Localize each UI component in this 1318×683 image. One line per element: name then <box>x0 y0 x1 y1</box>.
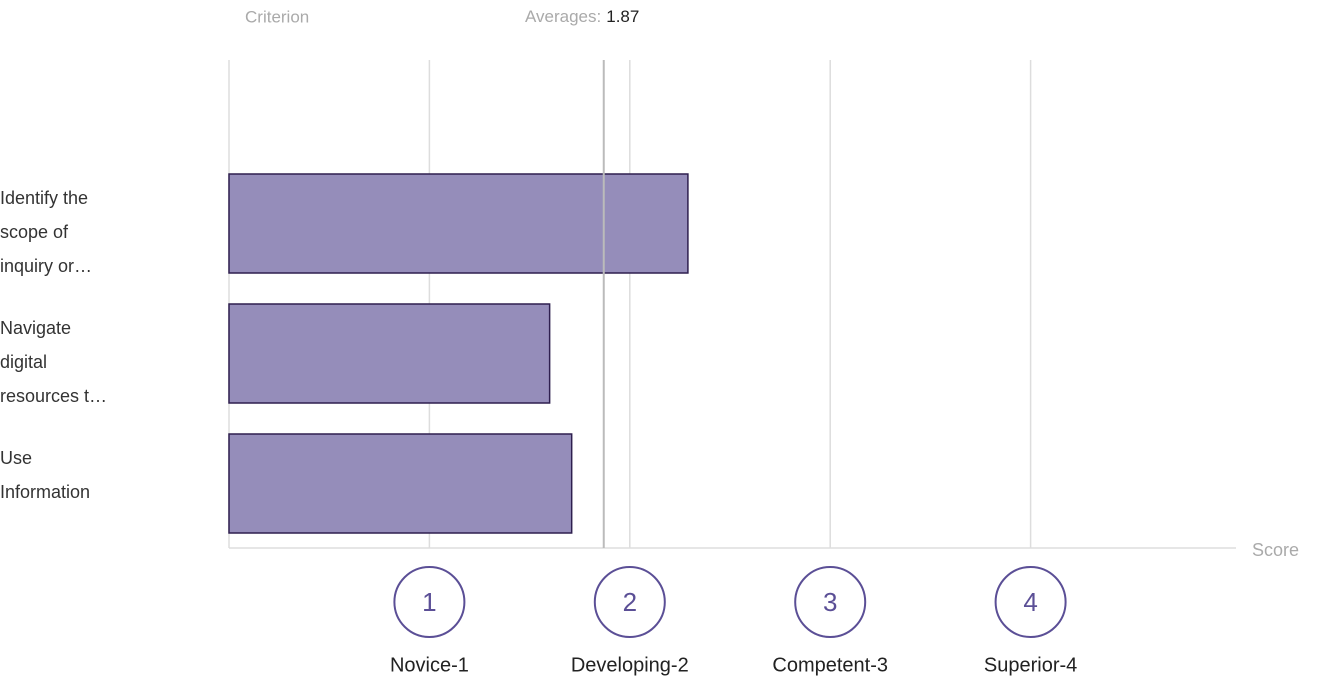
averages-label: Averages: <box>525 7 601 26</box>
level-name: Novice-1 <box>390 654 469 676</box>
level-name: Developing-2 <box>571 654 689 676</box>
x-axis-label: Score <box>1252 540 1299 560</box>
level-name: Superior-4 <box>984 654 1077 676</box>
category-label: Navigate digital resources t… <box>0 318 108 406</box>
x-tick-label: 1 <box>422 587 436 617</box>
level-name: Competent-3 <box>772 654 888 676</box>
bar <box>228 173 689 274</box>
x-tick-label: 2 <box>623 587 637 617</box>
tick-circle <box>994 566 1067 638</box>
tick-circle <box>393 566 466 638</box>
category-label: Use Information <box>0 448 91 502</box>
criterion-header: Criterion <box>245 7 309 26</box>
bar <box>228 433 573 534</box>
tick-circle <box>794 566 867 638</box>
x-tick-label: 4 <box>1023 587 1037 617</box>
tick-circle <box>593 566 666 638</box>
category-label: Identify the scope of inquiry or… <box>0 188 93 276</box>
x-tick-label: 3 <box>823 587 837 617</box>
bar <box>228 303 551 404</box>
averages-header: Averages: 1.87 <box>525 7 639 26</box>
average-value: 1.87 <box>606 7 639 26</box>
